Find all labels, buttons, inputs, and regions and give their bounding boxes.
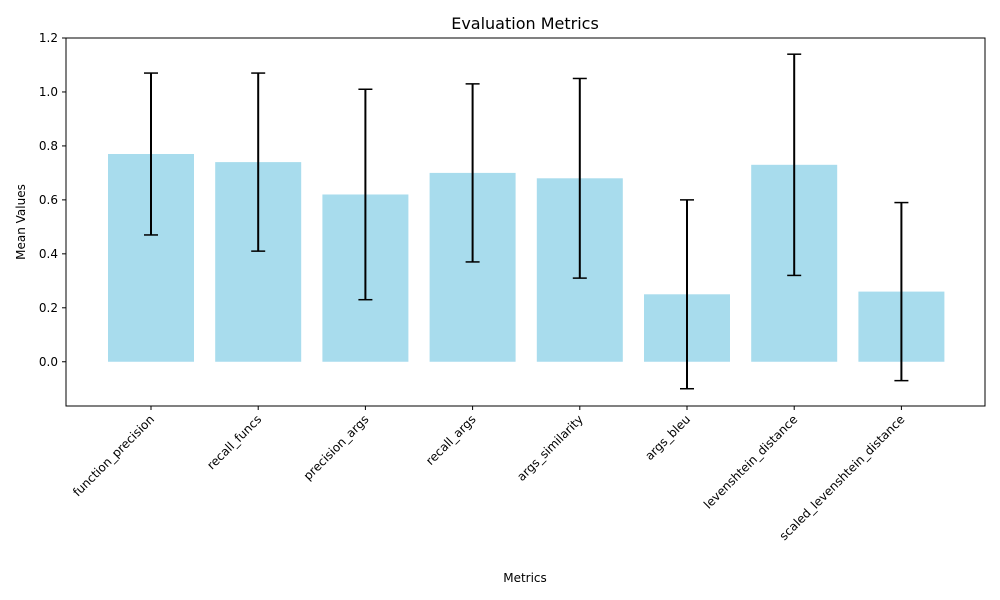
x-tick-label: precision_args bbox=[301, 412, 372, 483]
error-bar-levenshtein-distance bbox=[787, 53, 802, 277]
y-tick-label: 0.4 bbox=[39, 247, 58, 261]
y-axis-title: Mean Values bbox=[14, 184, 28, 260]
x-tick-label: function_precision bbox=[70, 412, 157, 499]
y-tick-label: 0.6 bbox=[39, 193, 58, 207]
error-bars-layer bbox=[144, 53, 909, 390]
error-bar-scaled-levenshtein-distance bbox=[894, 201, 909, 382]
error-bar-args-similarity bbox=[572, 77, 587, 279]
bars-layer bbox=[108, 154, 945, 362]
error-bar-recall-funcs bbox=[251, 72, 266, 252]
y-tick-label: 1.0 bbox=[39, 85, 58, 99]
x-tick-label: args_similarity bbox=[514, 412, 586, 484]
x-tick-label: levenshtein_distance bbox=[701, 412, 800, 511]
x-tick-label: recall_args bbox=[423, 412, 479, 468]
error-bar-precision-args bbox=[358, 88, 373, 301]
y-tick-label: 0.0 bbox=[39, 355, 58, 369]
x-tick-label: recall_funcs bbox=[204, 412, 264, 472]
error-bar-recall-args bbox=[465, 83, 480, 263]
error-bar-args-bleu bbox=[680, 199, 694, 390]
x-axis-title: Metrics bbox=[503, 571, 547, 585]
x-tick-label: args_bleu bbox=[642, 412, 693, 463]
error-bar-function-precision bbox=[144, 72, 158, 236]
x-axis: function_precision recall_funcs precision_… bbox=[70, 406, 908, 543]
plot-frame bbox=[65, 37, 986, 407]
y-tick-label: 0.8 bbox=[39, 139, 58, 153]
chart-title: Evaluation Metrics bbox=[451, 14, 599, 33]
y-tick-label: 0.2 bbox=[39, 301, 58, 315]
x-tick-label: scaled_levenshtein_distance bbox=[777, 412, 908, 543]
y-tick-label: 1.2 bbox=[39, 31, 58, 45]
y-axis: 0.0 0.2 0.4 0.6 0.8 1.0 1.2 bbox=[39, 31, 66, 369]
